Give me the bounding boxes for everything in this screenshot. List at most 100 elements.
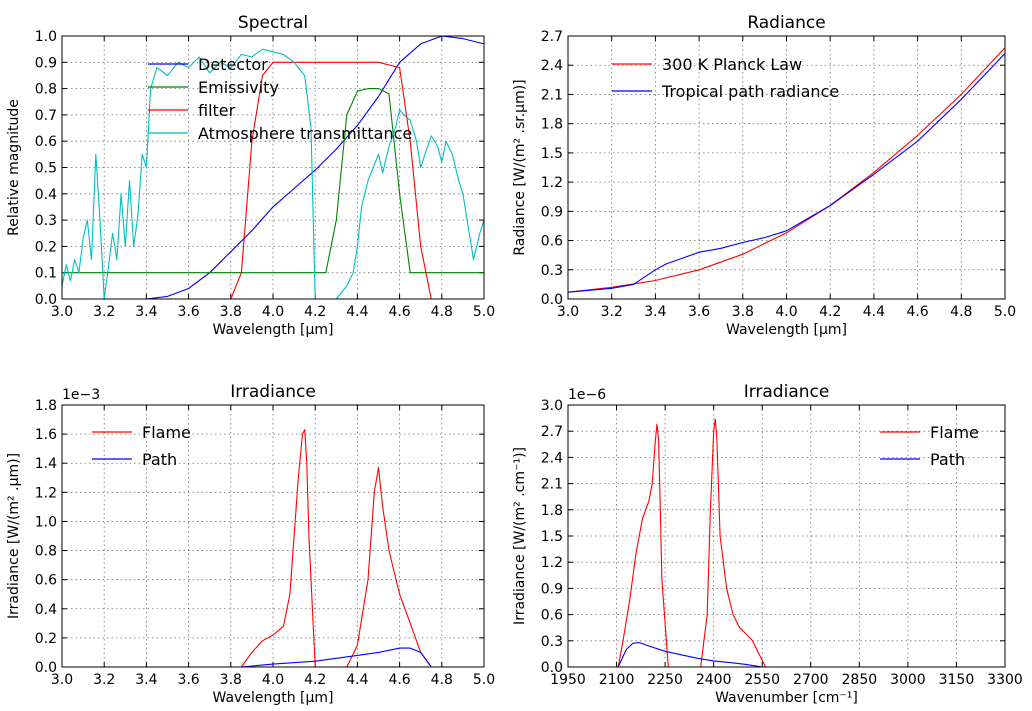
y-axis-label: Relative magnitude <box>6 99 22 236</box>
legend: Flame Path <box>92 423 191 469</box>
y-tick-label: 1.4 <box>35 456 57 472</box>
legend-entry: Path <box>930 450 965 469</box>
legend-entry: 300 K Planck Law <box>662 55 802 74</box>
x-tick-label: 3150 <box>939 672 975 688</box>
x-tick-label: 2700 <box>793 672 829 688</box>
legend: 300 K Planck Law Tropical path radiance <box>612 55 839 101</box>
x-tick-label: 4.4 <box>346 304 368 320</box>
series-line-flame <box>240 429 432 668</box>
y-tick-label: 0.6 <box>35 573 57 589</box>
y-tick-label: 1.2 <box>541 175 563 191</box>
legend-entry: Atmosphere transmittance <box>198 124 412 143</box>
series-line-flame <box>617 418 766 668</box>
x-tick-label: 4.6 <box>906 304 928 320</box>
y-tick-label: 0.3 <box>35 213 57 229</box>
y-tick-label: 1.0 <box>35 514 57 530</box>
x-tick-label: 4.0 <box>775 304 797 320</box>
axis-offset-label: 1e−6 <box>568 387 606 403</box>
x-tick-label: 3.0 <box>51 304 73 320</box>
x-tick-label: 5.0 <box>994 304 1016 320</box>
y-tick-label: 1.5 <box>541 146 563 162</box>
y-tick-label: 0.1 <box>35 266 57 282</box>
legend-entry: Detector <box>198 55 268 74</box>
y-tick-label: 0.7 <box>35 108 57 124</box>
chart-panel-2: 3.0 3.2 3.4 3.6 3.8 4.0 4.2 4.4 4.6 4.8 5.0 0.0 0.3 0… <box>512 13 1016 338</box>
x-tick-label: 4.4 <box>346 672 368 688</box>
series-line-filter <box>62 61 484 300</box>
y-tick-label: 1.2 <box>35 485 57 501</box>
y-tick-label: 1.2 <box>541 555 563 571</box>
y-tick-label: 1.5 <box>541 529 563 545</box>
legend: Detector Emissivity filter Atmosphere trans… <box>148 55 412 143</box>
y-tick-label: 1.8 <box>541 503 563 519</box>
legend-entry: Path <box>142 450 177 469</box>
x-tick-label: 1950 <box>550 672 586 688</box>
x-tick-label: 4.0 <box>262 672 284 688</box>
series-line-300-k-planck-law <box>567 47 1006 293</box>
x-tick-label: 3.8 <box>732 304 754 320</box>
x-tick-label: 3.4 <box>135 672 157 688</box>
x-tick-label: 4.6 <box>388 304 410 320</box>
x-axis-label: Wavelength [μm] <box>213 690 334 706</box>
y-axis-label: Irradiance [W/(m² .μm)] <box>6 453 22 619</box>
x-tick-label: 3.0 <box>557 304 579 320</box>
chart-panel-3: 3.0 3.2 3.4 3.6 3.8 4.0 4.2 4.4 4.6 4.8 5.0 0.0 0.2 0… <box>6 382 495 706</box>
x-tick-label: 4.8 <box>431 672 453 688</box>
chart-title: Spectral <box>238 13 308 33</box>
x-tick-label: 3.4 <box>135 304 157 320</box>
x-tick-label: 4.2 <box>304 304 326 320</box>
x-tick-label: 3300 <box>987 672 1023 688</box>
legend-entry: filter <box>198 101 236 120</box>
y-tick-label: 2.7 <box>541 29 563 45</box>
chart-panel-4: 1950 2100 2250 2400 2550 2700 2850 3000 3150 3300… <box>512 382 1023 706</box>
y-tick-label: 0.9 <box>35 55 57 71</box>
series-line-path <box>617 641 763 668</box>
series-line-tropical-path-radiance <box>567 53 1006 293</box>
axis-offset-label: 1e−3 <box>62 387 100 403</box>
x-axis-label: Wavenumber [cm⁻¹] <box>715 690 858 706</box>
x-tick-label: 3.4 <box>644 304 666 320</box>
x-tick-label: 3.0 <box>51 672 73 688</box>
x-tick-label: 3.2 <box>93 304 115 320</box>
y-tick-label: 0.3 <box>541 634 563 650</box>
y-tick-label: 0.2 <box>35 239 57 255</box>
legend-entry: Emissivity <box>198 78 279 97</box>
y-tick-label: 0.6 <box>35 134 57 150</box>
y-tick-label: 0.8 <box>35 544 57 560</box>
x-axis-label: Wavelength [μm] <box>213 322 334 338</box>
y-tick-label: 0.2 <box>35 631 57 647</box>
chart-panel-1: 3.0 3.2 3.4 3.6 3.8 4.0 4.2 4.4 4.6 4.8 5.0 0.0 0.1 0… <box>6 13 495 338</box>
y-tick-label: 0.0 <box>35 660 57 676</box>
x-tick-label: 4.2 <box>819 304 841 320</box>
series-line-detector <box>62 35 485 300</box>
legend: Flame Path <box>880 423 979 469</box>
y-tick-label: 0.3 <box>541 263 563 279</box>
y-tick-label: 0.0 <box>541 660 563 676</box>
y-tick-label: 2.7 <box>541 424 563 440</box>
y-tick-label: 0.5 <box>35 161 57 177</box>
x-tick-label: 3.2 <box>601 304 623 320</box>
y-tick-label: 1.8 <box>35 398 57 414</box>
plot-frame <box>567 35 1006 300</box>
x-tick-label: 5.0 <box>473 304 495 320</box>
y-tick-label: 0.4 <box>35 602 57 618</box>
x-tick-label: 4.8 <box>950 304 972 320</box>
y-tick-label: 2.4 <box>541 450 563 466</box>
x-tick-label: 5.0 <box>473 672 495 688</box>
y-axis-label: Radiance [W/(m² .sr.μm)] <box>512 79 528 255</box>
x-tick-label: 3.6 <box>177 304 199 320</box>
x-tick-label: 4.2 <box>304 672 326 688</box>
y-tick-label: 0.8 <box>35 82 57 98</box>
x-tick-label: 3.8 <box>220 672 242 688</box>
x-tick-label: 2850 <box>842 672 878 688</box>
x-tick-label: 4.0 <box>262 304 284 320</box>
series-line-path <box>241 647 432 668</box>
x-tick-label: 4.8 <box>431 304 453 320</box>
x-tick-label: 3.6 <box>177 672 199 688</box>
legend-entry: Flame <box>142 423 191 442</box>
chart-title: Irradiance <box>230 382 316 402</box>
y-tick-label: 0.0 <box>35 292 57 308</box>
x-tick-label: 3.2 <box>93 672 115 688</box>
y-tick-label: 2.1 <box>541 87 563 103</box>
